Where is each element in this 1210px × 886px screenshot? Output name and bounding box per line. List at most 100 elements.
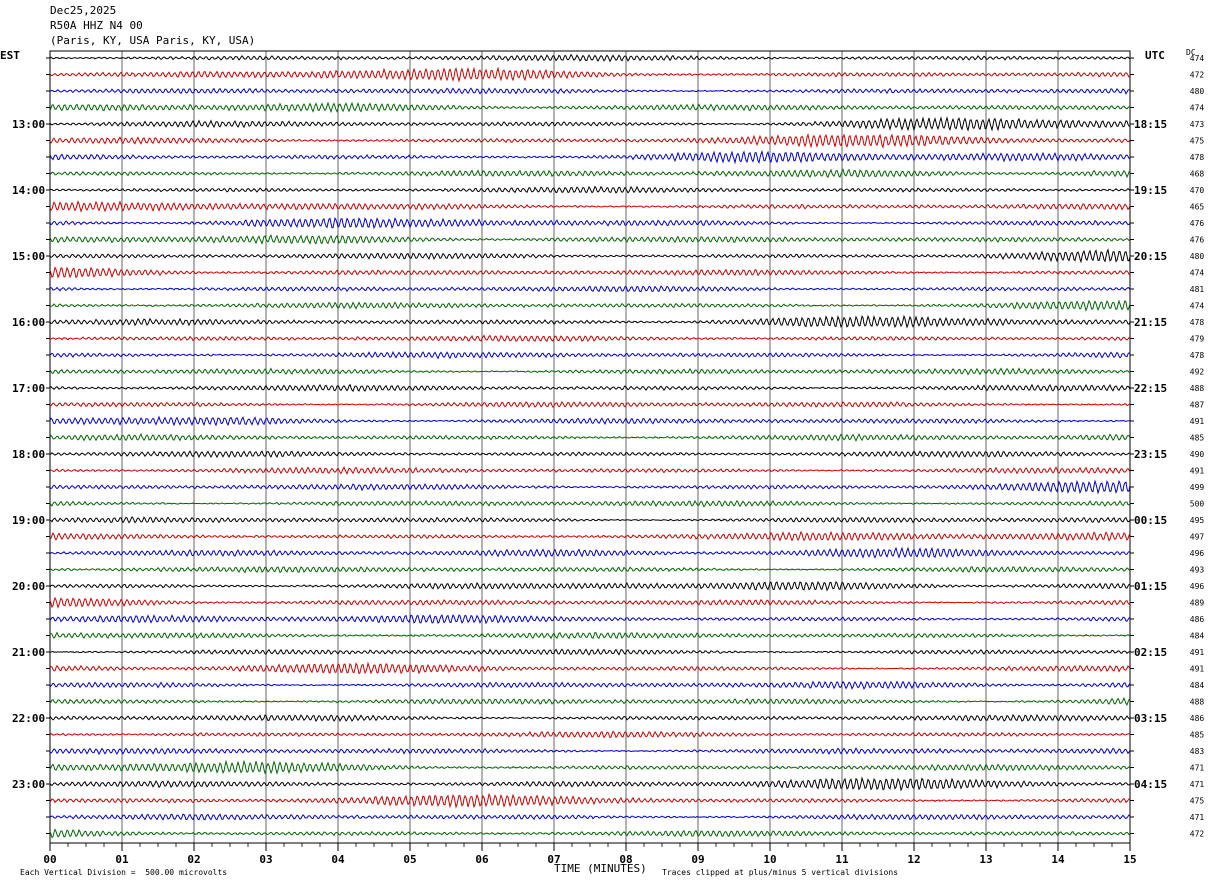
x-tick-label: 00 [43, 853, 56, 866]
trace-row-29 [49, 530, 1131, 542]
trace-row-22 [49, 415, 1131, 427]
dc-value: 489 [1190, 599, 1205, 608]
dc-value: 484 [1190, 632, 1205, 641]
x-axis-title: TIME (MINUTES) [554, 862, 647, 875]
left-hour-label: 19:00 [12, 514, 45, 527]
right-hour-label: 18:15 [1134, 118, 1167, 131]
trace-row-35 [49, 631, 1131, 640]
trace-row-27 [49, 499, 1131, 508]
right-hour-label: 21:15 [1134, 316, 1167, 329]
plot-frame [49, 50, 1131, 844]
dc-value: 500 [1190, 500, 1205, 509]
trace-row-11 [49, 234, 1131, 246]
left-hour-label: 22:00 [12, 712, 45, 725]
x-tick-label: 02 [187, 853, 200, 866]
trace-row-12 [49, 248, 1131, 264]
x-tick-label: 04 [331, 853, 345, 866]
dc-value: 476 [1190, 219, 1205, 228]
dc-value: 484 [1190, 681, 1205, 690]
dc-value: 475 [1190, 137, 1205, 146]
x-tick-label: 13 [979, 853, 992, 866]
dc-value: 496 [1190, 582, 1205, 591]
x-tick-label: 06 [475, 853, 489, 866]
trace-row-19 [49, 367, 1131, 376]
left-hour-label: 15:00 [12, 250, 45, 263]
dc-value: 478 [1190, 153, 1205, 162]
trace-row-42 [49, 747, 1131, 756]
x-tick-label: 14 [1051, 853, 1065, 866]
right-hour-label: 01:15 [1134, 580, 1167, 593]
x-tick-label: 11 [835, 853, 849, 866]
right-hour-label: 19:15 [1134, 184, 1167, 197]
dc-value: 472 [1190, 71, 1205, 80]
x-tick-label: 05 [403, 853, 416, 866]
trace-row-3 [49, 101, 1131, 114]
left-hour-label: 18:00 [12, 448, 45, 461]
dc-value: 470 [1190, 186, 1205, 195]
dc-value: 488 [1190, 384, 1205, 393]
x-tick-label: 09 [691, 853, 704, 866]
left-hour-label: 13:00 [12, 118, 45, 131]
x-tick-label: 12 [907, 853, 920, 866]
trace-row-40 [49, 713, 1131, 723]
trace-row-33 [49, 596, 1131, 609]
dc-value: 471 [1190, 780, 1205, 789]
right-hour-label: 23:15 [1134, 448, 1167, 461]
dc-value: 483 [1190, 747, 1205, 756]
trace-row-14 [49, 285, 1131, 293]
trace-row-10 [49, 216, 1131, 230]
trace-row-43 [49, 759, 1131, 775]
trace-row-47 [49, 828, 1131, 839]
left-hour-label: 21:00 [12, 646, 45, 659]
dc-value: 480 [1190, 87, 1205, 96]
trace-row-23 [49, 432, 1131, 443]
dc-value: 490 [1190, 450, 1205, 459]
dc-value: 475 [1190, 797, 1205, 806]
dc-value: 486 [1190, 714, 1205, 723]
x-tick-label: 01 [115, 853, 129, 866]
trace-row-20 [49, 383, 1131, 393]
trace-row-1 [49, 66, 1131, 83]
station-location: (Paris, KY, USA Paris, KY, USA) [50, 34, 256, 47]
left-timezone-label: EST [0, 49, 20, 62]
dc-value: 479 [1190, 335, 1205, 344]
trace-row-15 [49, 299, 1131, 312]
station-code: R50A HHZ N4 00 [50, 19, 143, 32]
dc-value: 480 [1190, 252, 1205, 261]
dc-value: 491 [1190, 665, 1205, 674]
dc-label: DC [1186, 48, 1196, 57]
trace-row-45 [49, 792, 1131, 809]
trace-row-17 [49, 334, 1131, 343]
dc-value: 488 [1190, 698, 1205, 707]
trace-row-31 [49, 566, 1131, 574]
dc-value: 465 [1190, 203, 1205, 212]
left-hour-label: 14:00 [12, 184, 45, 197]
dc-value: 478 [1190, 351, 1205, 360]
trace-row-21 [49, 400, 1131, 409]
dc-value: 476 [1190, 236, 1205, 245]
trace-row-46 [49, 813, 1131, 821]
trace-row-44 [49, 776, 1131, 792]
dc-value: 495 [1190, 516, 1205, 525]
dc-value: 474 [1190, 54, 1205, 63]
dc-value: 474 [1190, 104, 1205, 113]
right-hour-label: 02:15 [1134, 646, 1167, 659]
trace-row-5 [49, 133, 1131, 149]
clip-note: Traces clipped at plus/minus 5 vertical … [662, 868, 899, 877]
scale-note: Each Vertical Division = 500.00 microvol… [20, 868, 228, 877]
x-tick-label: 10 [763, 853, 776, 866]
right-hour-label: 00:15 [1134, 514, 1167, 527]
x-tick-label: 03 [259, 853, 272, 866]
trace-row-28 [49, 516, 1131, 524]
dc-value: 473 [1190, 120, 1205, 129]
trace-row-30 [49, 546, 1131, 559]
dc-value: 491 [1190, 417, 1205, 426]
trace-row-7 [49, 168, 1131, 179]
dc-value: 478 [1190, 318, 1205, 327]
trace-row-37 [49, 661, 1131, 675]
dc-value: 491 [1190, 467, 1205, 476]
x-tick-label: 07 [547, 853, 560, 866]
right-timezone-label: UTC [1145, 49, 1165, 62]
trace-row-13 [49, 266, 1131, 279]
